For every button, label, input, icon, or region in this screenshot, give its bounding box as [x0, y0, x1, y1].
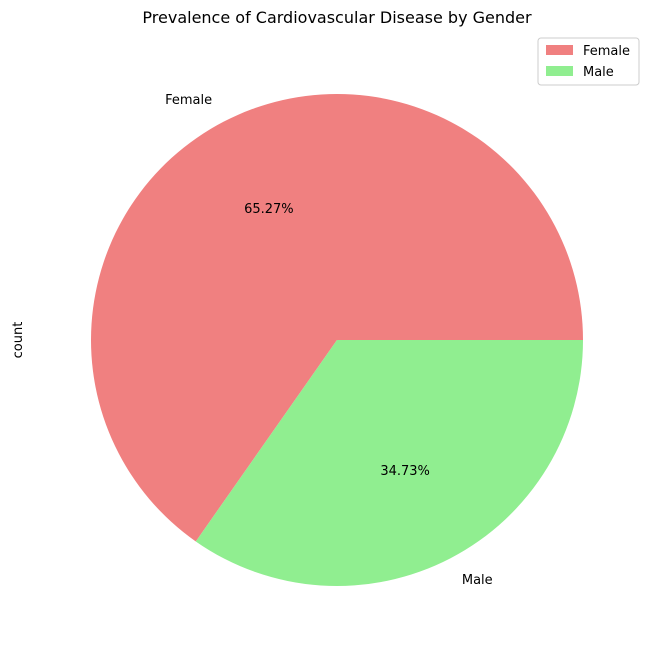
slice-label-female: Female [165, 93, 212, 108]
chart-title: Prevalence of Cardiovascular Disease by … [142, 8, 532, 27]
pie-labels: Female 65.27% Male 34.73% [165, 93, 493, 588]
slice-percent-male: 34.73% [380, 464, 430, 479]
pie-slice-female [90, 93, 584, 542]
legend-label-male: Male [583, 65, 614, 80]
legend: Female Male [537, 37, 640, 86]
slice-percent-female: 65.27% [244, 202, 294, 217]
legend-swatch-male [546, 66, 573, 76]
legend-swatch-female [546, 45, 573, 55]
legend-label-female: Female [583, 44, 630, 59]
slice-label-male: Male [462, 573, 493, 588]
pie-slices [90, 93, 584, 586]
y-axis-label: count [11, 322, 26, 359]
pie-slice-male [195, 340, 583, 586]
